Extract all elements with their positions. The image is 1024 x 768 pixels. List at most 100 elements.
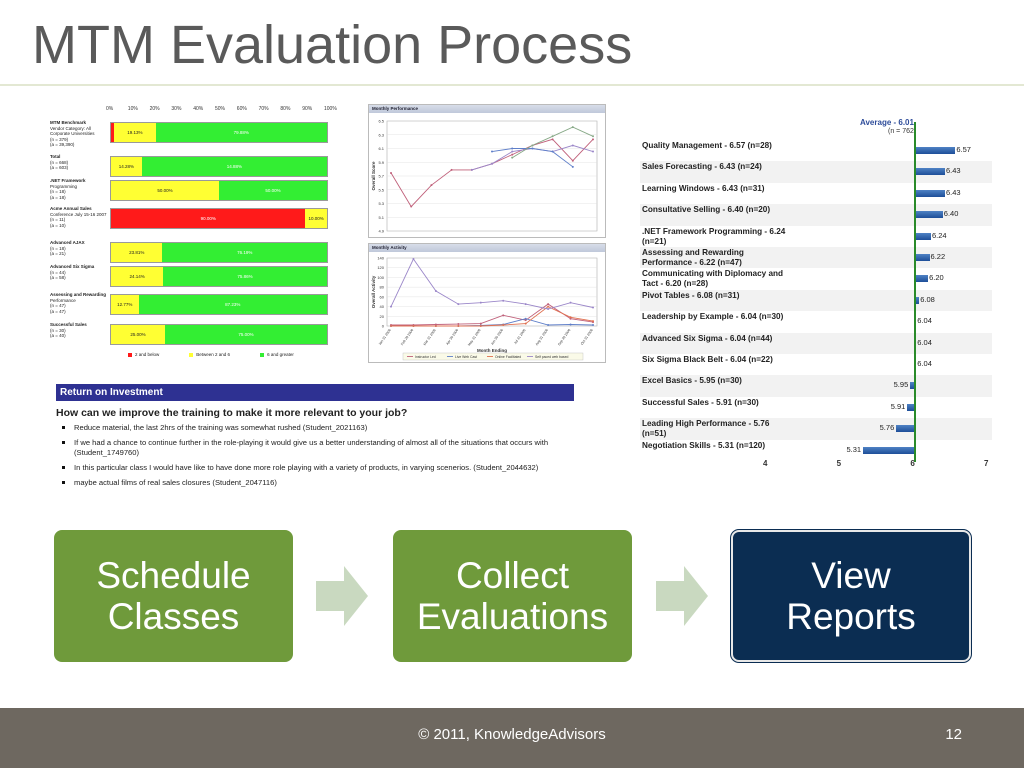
y-tick-label: 20 bbox=[380, 314, 385, 319]
axis-tick-label: 10% bbox=[127, 106, 138, 112]
bullet-icon bbox=[62, 466, 65, 469]
data-point bbox=[592, 324, 594, 327]
stacked-bar-chart: 0% 10% 20% 30% 40% 50% 60% 70% 80% 90% 100% MTM Ben… bbox=[48, 106, 344, 361]
axis-tick-label: 50% bbox=[215, 106, 226, 112]
bar-label: Leadership by Example - 6.04 (n=30) bbox=[642, 312, 784, 322]
bar-row: Quality Management - 6.57 (n=28) 6.57 bbox=[640, 140, 992, 161]
average-line bbox=[914, 122, 916, 462]
monthly-activity-chart: Monthly Activity 140 120 100 80 60 40 20 0 Overa… bbox=[368, 243, 606, 363]
slide-title: MTM Evaluation Process bbox=[32, 15, 633, 75]
series-line bbox=[511, 126, 594, 159]
bar-row: Pivot Tables - 6.08 (n=31) 6.08 bbox=[640, 289, 992, 312]
stacked-bar: 90.00% 10.00% bbox=[110, 208, 328, 229]
bar-segment-yellow: 12.77% bbox=[111, 295, 139, 314]
bar-row: Consultative Selling - 6.40 (n=20) 6.40 bbox=[640, 204, 992, 226]
monthly-performance-chart: Monthly Performance 6.5 6.3 6.1 5.9 5.7 5.5 5.… bbox=[368, 104, 606, 238]
copyright-text: © 2011, KnowledgeAdvisors bbox=[418, 726, 606, 743]
bar-row: Assessing and Rewarding Performance - 6.… bbox=[640, 247, 992, 269]
stacked-row-label: Advanced AJAX (n = 18) (a = 21) bbox=[50, 240, 85, 256]
bar-segment-red: 90.00% bbox=[111, 209, 306, 228]
bar-segment-green: 79.88% bbox=[155, 123, 327, 142]
bar bbox=[914, 211, 943, 219]
axis-tick-label: 80% bbox=[280, 106, 291, 112]
y-tick-label: 80 bbox=[380, 285, 385, 290]
bar bbox=[909, 382, 915, 390]
series-line bbox=[491, 148, 574, 168]
series-line bbox=[391, 306, 594, 327]
bar-segment-green: 50.00% bbox=[219, 181, 327, 200]
arrow-right-icon bbox=[316, 566, 368, 626]
stacked-row-label: Total (n = 668) (a = 603) bbox=[50, 154, 69, 170]
plot-area bbox=[386, 257, 598, 327]
average-count: (n = 762) bbox=[888, 128, 917, 135]
y-tick-label: 5.3 bbox=[378, 201, 384, 206]
y-tick-label: 6.3 bbox=[378, 132, 384, 137]
bar-value-label: 6.22 bbox=[930, 252, 946, 261]
axis-tick-label: 40% bbox=[193, 106, 204, 112]
bar-segment-yellow: 14.28% bbox=[111, 157, 142, 176]
x-tick-label: Feb 28 2006 bbox=[400, 328, 414, 346]
bar-value-label: 6.24 bbox=[932, 230, 947, 240]
bar-value-label: 5.95 bbox=[893, 380, 909, 390]
stacked-row-label: Successful Sales (n = 30) (a = 40) bbox=[50, 322, 87, 338]
stacked-bar: 23.81% 76.19% bbox=[110, 242, 328, 263]
stacked-row-label: Advanced Six Sigma (n = 44) (a = 58) bbox=[50, 264, 95, 280]
bar-row: Sales Forecasting - 6.43 (n=24) 6.43 bbox=[640, 161, 992, 183]
bar bbox=[906, 403, 915, 411]
x-tick-label: 5 bbox=[836, 459, 842, 468]
bar-row: Advanced Six Sigma - 6.04 (n=44) 6.04 bbox=[640, 332, 992, 354]
list-item: Reduce material, the last 2hrs of the tr… bbox=[56, 423, 574, 433]
bar-label: Quality Management - 6.57 (n=28) bbox=[642, 141, 772, 150]
roi-comment-list: Reduce material, the last 2hrs of the tr… bbox=[56, 423, 574, 488]
bar-row: Leading High Performance - 5.76 (n=51) 5.… bbox=[640, 418, 992, 440]
arrow-right-icon bbox=[656, 566, 708, 626]
x-tick-label: Sep 30 2006 bbox=[557, 328, 571, 346]
y-axis-label: Overall Activity bbox=[371, 275, 376, 308]
monthly-activity-header: Monthly Activity bbox=[369, 244, 605, 252]
stacked-row-label: Assessing and Rewarding Performance (n = 4… bbox=[50, 292, 107, 314]
bar-segment-yellow: 25.00% bbox=[111, 325, 165, 344]
bar-label: Leading High Performance - 5.76 (n=51) bbox=[642, 419, 770, 439]
list-item: In this particular class I would have li… bbox=[56, 463, 574, 473]
y-tick-label: 0 bbox=[382, 324, 385, 329]
y-tick-label: 6.5 bbox=[378, 119, 384, 124]
view-reports-box[interactable]: View Reports bbox=[731, 530, 971, 662]
bar-label: Assessing and Rewarding Performance - 6.… bbox=[642, 248, 744, 267]
bar-label: Negotiation Skills - 5.31 (n=120) bbox=[642, 440, 766, 450]
bar-label: Pivot Tables - 6.08 (n=31) bbox=[642, 290, 740, 300]
bar-row: Six Sigma Black Belt - 6.04 (n=22) 6.04 bbox=[640, 354, 992, 375]
bar-label: Six Sigma Black Belt - 6.04 (n=22) bbox=[642, 355, 773, 364]
bar-label: .NET Framework Programming - 6.24 (n=21) bbox=[642, 226, 786, 246]
bar-value-label: 6.57 bbox=[956, 145, 971, 154]
bar-value-label: 5.76 bbox=[879, 423, 895, 433]
y-tick-label: 6.1 bbox=[378, 146, 384, 151]
bar-row: Negotiation Skills - 5.31 (n=120) 5.31 bbox=[640, 440, 992, 461]
x-tick-label: 6 bbox=[910, 459, 915, 468]
bar-segment-red bbox=[111, 123, 115, 142]
axis-tick-label: 0% bbox=[106, 106, 114, 112]
bar bbox=[914, 189, 945, 197]
bar-row: Excel Basics - 5.95 (n=30) 5.95 bbox=[640, 375, 992, 397]
slide-footer: © 2011, KnowledgeAdvisors 12 bbox=[0, 708, 1024, 768]
axis-tick-label: 70% bbox=[258, 106, 269, 112]
stacked-row-label: .NET Framework Programming (n = 18) (a = 18… bbox=[50, 178, 86, 200]
bar-value-label: 5.31 bbox=[846, 444, 862, 454]
bar bbox=[914, 275, 929, 283]
stacked-row-label: MTM Benchmark Vendor Category: All Corpora… bbox=[50, 120, 95, 147]
bar-value-label: 6.40 bbox=[943, 209, 959, 219]
schedule-classes-box[interactable]: Schedule Classes bbox=[54, 530, 293, 662]
bar-value-label: 6.04 bbox=[917, 316, 932, 326]
stacked-bar: 50.00% 50.00% bbox=[110, 180, 328, 201]
y-tick-label: 60 bbox=[380, 294, 385, 299]
bar-label: Excel Basics - 5.95 (n=30) bbox=[642, 376, 742, 386]
bullet-icon bbox=[62, 426, 65, 429]
bar bbox=[895, 425, 915, 433]
bar-segment-yellow: 19.13% bbox=[114, 123, 156, 142]
series-line bbox=[390, 258, 594, 310]
bar bbox=[914, 147, 956, 154]
bar-value-label: 6.20 bbox=[929, 273, 944, 283]
legend-label: Instructor Led bbox=[415, 355, 436, 359]
collect-evaluations-box[interactable]: Collect Evaluations bbox=[393, 530, 632, 662]
y-tick-label: 4.9 bbox=[378, 229, 384, 234]
bar-segment-green: 14.88% bbox=[141, 157, 327, 176]
